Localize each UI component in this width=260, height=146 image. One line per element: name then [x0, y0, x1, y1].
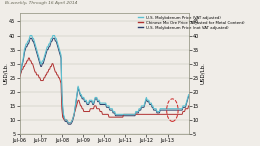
Y-axis label: USD/Lb.: USD/Lb. — [3, 63, 8, 85]
Y-axis label: USD/Lb.: USD/Lb. — [200, 63, 205, 85]
Text: Bi-weekly, Through 16 April 2014: Bi-weekly, Through 16 April 2014 — [5, 1, 77, 5]
Legend: U.S. Molybdenum Price (VAT adjusted), Chinese Mo Ore Price (Adjusted for Metal C: U.S. Molybdenum Price (VAT adjusted), Ch… — [137, 15, 246, 31]
